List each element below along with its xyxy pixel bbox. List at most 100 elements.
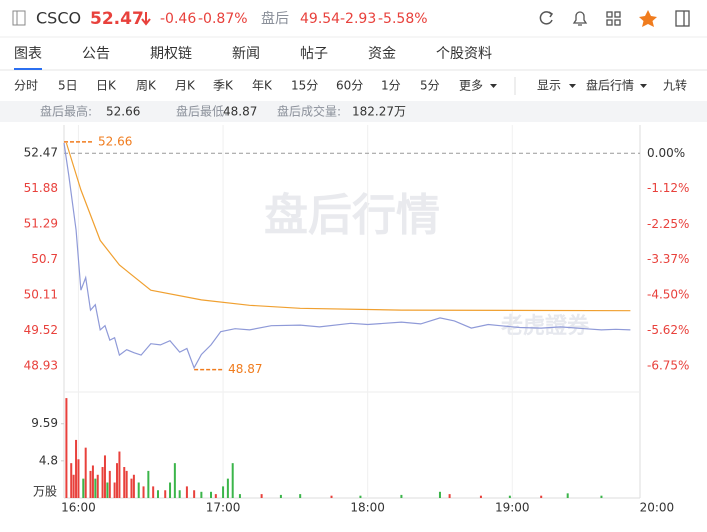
x-tick-label: 20:00 [640, 501, 675, 515]
info-value: 52.66 [106, 105, 140, 119]
volume-bar [72, 474, 75, 498]
annotation-label: 48.87 [228, 362, 262, 376]
volume-bar [147, 470, 150, 498]
period-button[interactable]: 季K [213, 79, 234, 93]
bell-icon[interactable] [572, 11, 588, 26]
tab[interactable]: 公告 [82, 46, 110, 62]
volume-bar [94, 478, 97, 498]
option-button[interactable]: 显示 [537, 79, 561, 93]
volume-tick-label: 4.8 [39, 453, 58, 467]
y2-tick-label: -2.25% [647, 217, 689, 231]
info-value: 182.27万 [352, 105, 406, 119]
period-button[interactable]: 分时 [14, 79, 38, 93]
volume-bar [125, 470, 128, 498]
volume-bar [479, 495, 482, 498]
period-button[interactable]: 日K [96, 79, 117, 93]
period-button[interactable]: 5分 [420, 79, 440, 93]
dropdown-caret [569, 84, 576, 88]
period-button[interactable]: 60分 [336, 79, 363, 93]
volume-bar [359, 495, 362, 498]
volume-bar [77, 459, 80, 498]
dropdown-caret [640, 84, 647, 88]
y-tick-label: 52.47 [24, 146, 58, 160]
volume-bar [106, 482, 109, 498]
refresh-icon[interactable] [539, 11, 554, 25]
volume-bar [130, 478, 133, 498]
volume-tick-label: 9.59 [31, 416, 58, 430]
period-button[interactable]: 更多 [459, 79, 483, 93]
period-button[interactable]: 年K [252, 79, 273, 93]
watermark: 盘后行情 [264, 190, 440, 241]
volume-bar [164, 490, 167, 498]
info-value: 48.87 [223, 105, 257, 119]
volume-bar [226, 478, 229, 498]
volume-bar [89, 470, 92, 498]
volume-bar [178, 490, 181, 498]
volume-bar [330, 495, 333, 498]
period-button[interactable]: 5日 [58, 79, 78, 93]
volume-bar [113, 482, 116, 498]
x-tick-label: 18:00 [350, 501, 385, 515]
volume-bar [70, 463, 73, 498]
volume-bar [600, 495, 603, 498]
y-tick-label: 51.88 [24, 181, 58, 195]
down-arrow [141, 12, 151, 26]
period-button[interactable]: 1分 [381, 79, 401, 93]
price: 52.47 [90, 9, 144, 29]
volume-bar [152, 486, 155, 498]
volume-bar [123, 467, 126, 498]
volume-bar [193, 490, 196, 498]
symbol: CSCO [36, 9, 81, 28]
volume-bar [231, 463, 234, 498]
y-tick-label: 49.52 [24, 323, 58, 337]
annotation-label: 52.66 [98, 134, 132, 148]
volume-bar [260, 494, 263, 498]
y-tick-label: 48.93 [24, 358, 58, 372]
volume-bar [103, 455, 106, 498]
grid-icon[interactable] [606, 11, 621, 26]
dropdown-caret [490, 84, 497, 88]
session-label: 盘后 [261, 10, 289, 27]
option-button[interactable]: 九转 [663, 78, 687, 93]
period-button[interactable]: 15分 [291, 79, 318, 93]
change: -0.46 [160, 11, 196, 27]
volume-bar [132, 474, 135, 498]
period-button[interactable]: 周K [136, 79, 157, 93]
y2-tick-label: 0.00% [647, 146, 685, 160]
tab[interactable]: 个股资料 [436, 46, 492, 62]
volume-bar [96, 474, 99, 498]
tab[interactable]: 帖子 [300, 46, 328, 62]
panel-icon[interactable] [675, 10, 690, 27]
session-change-pct: -5.58% [378, 11, 428, 27]
tab[interactable]: 资金 [368, 46, 396, 62]
period-button[interactable]: 月K [175, 79, 196, 93]
volume-bar [91, 465, 94, 498]
back-icon[interactable] [12, 10, 26, 26]
info-label: 盘后最高: [40, 104, 92, 119]
x-tick-label: 19:00 [495, 501, 530, 515]
star-icon[interactable] [639, 10, 657, 27]
tab[interactable]: 期权链 [150, 46, 192, 62]
volume-bar [142, 486, 145, 498]
session-price: 49.54 [300, 11, 340, 27]
volume-bar [118, 451, 121, 498]
x-tick-label: 17:00 [206, 501, 241, 515]
y2-tick-label: -3.37% [647, 252, 689, 266]
info-bar [0, 101, 707, 122]
option-button[interactable]: 盘后行情 [586, 78, 634, 93]
volume-bar [222, 486, 225, 498]
volume-bar [299, 494, 302, 498]
volume-bar [400, 494, 403, 498]
volume-bar [508, 495, 511, 498]
logo-watermark: 老虎證券 [500, 313, 590, 339]
tab[interactable]: 图表 [14, 46, 42, 62]
tab[interactable]: 新闻 [232, 46, 260, 62]
y-tick-label: 51.29 [24, 217, 58, 231]
y2-tick-label: -4.50% [647, 288, 689, 302]
volume-bar [540, 495, 543, 498]
volume-bar [566, 493, 569, 498]
info-label: 盘后成交量: [277, 104, 341, 119]
price-line [63, 142, 631, 370]
volume-bar [101, 467, 104, 498]
volume-bar [238, 494, 241, 498]
